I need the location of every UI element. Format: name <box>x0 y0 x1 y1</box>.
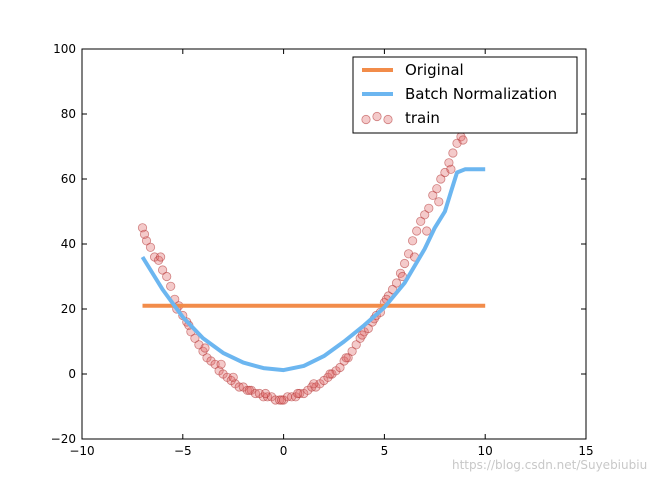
scatter-point-train <box>446 164 456 174</box>
scatter-point-train <box>309 379 319 389</box>
y-tick-label: 80 <box>61 107 76 121</box>
scatter-point-train <box>422 226 432 236</box>
legend-swatch-train <box>383 114 393 125</box>
scatter-point-train <box>412 226 422 236</box>
scatter-point-train <box>448 148 458 158</box>
scatter-point-train <box>416 216 426 226</box>
watermark-text: https://blog.csdn.net/Suyebiubiu <box>452 458 648 472</box>
y-tick-label: 0 <box>68 367 76 381</box>
legend-label: Original <box>405 61 464 79</box>
scatter-point-train <box>228 372 238 382</box>
scatter-point-train <box>458 135 468 145</box>
scatter-point-train <box>436 174 446 184</box>
scatter-point-train <box>432 184 442 194</box>
scatter-point-train <box>325 369 335 379</box>
x-tick-label: 15 <box>578 444 593 458</box>
y-tick-label: 20 <box>61 302 76 316</box>
y-tick-label: −20 <box>51 432 76 446</box>
scatter-point-train <box>244 385 254 395</box>
tick-layer: −10 −5 0 5 10 15 −20 0 20 40 60 80 100 <box>51 42 594 458</box>
scatter-point-train <box>434 197 444 207</box>
x-tick-label: 0 <box>280 444 288 458</box>
scatter-point-train <box>260 388 271 399</box>
scatter-point-train <box>335 362 345 373</box>
scatter-point-train <box>399 258 410 269</box>
x-tick-label: 10 <box>478 444 493 458</box>
scatter-point-train <box>351 340 361 350</box>
x-tick-label: 5 <box>381 444 389 458</box>
scatter-point-train <box>347 346 357 356</box>
scatter-point-train <box>156 252 166 262</box>
legend-swatch-train <box>372 111 382 122</box>
scatter-point-train <box>341 353 351 363</box>
scatter-point-train <box>357 330 367 340</box>
scatter-point-train <box>158 265 168 275</box>
scatter-point-train <box>420 210 430 220</box>
scatter-point-train <box>343 353 353 363</box>
scatter-point-train <box>145 242 156 252</box>
series-line-batch-normalization <box>140 167 486 373</box>
scatter-point-train <box>276 395 287 405</box>
scatter-point-train <box>424 203 434 213</box>
legend-label: train <box>405 109 440 127</box>
y-tick-label: 40 <box>61 237 76 251</box>
scatter-point-train <box>293 388 303 399</box>
legend-swatch-train <box>361 114 371 125</box>
scatter-point-train <box>407 236 418 246</box>
legend: Original Batch Normalization train <box>352 56 578 134</box>
scatter-point-train <box>190 333 200 343</box>
scatter-point-train <box>166 281 176 291</box>
scatter-point-train <box>139 229 150 239</box>
scatter-point-train <box>216 359 226 369</box>
x-tick-label: −10 <box>69 444 94 458</box>
legend-label: Batch Normalization <box>405 85 557 103</box>
y-tick-label: 60 <box>61 172 76 186</box>
series-layer <box>137 115 486 405</box>
scatter-point-train <box>391 278 402 288</box>
scatter-point-train <box>428 190 438 200</box>
scatter-point-train <box>200 343 210 353</box>
y-tick-label: 100 <box>53 42 76 56</box>
x-tick-label: −5 <box>174 444 192 458</box>
scatter-point-train <box>162 271 172 282</box>
